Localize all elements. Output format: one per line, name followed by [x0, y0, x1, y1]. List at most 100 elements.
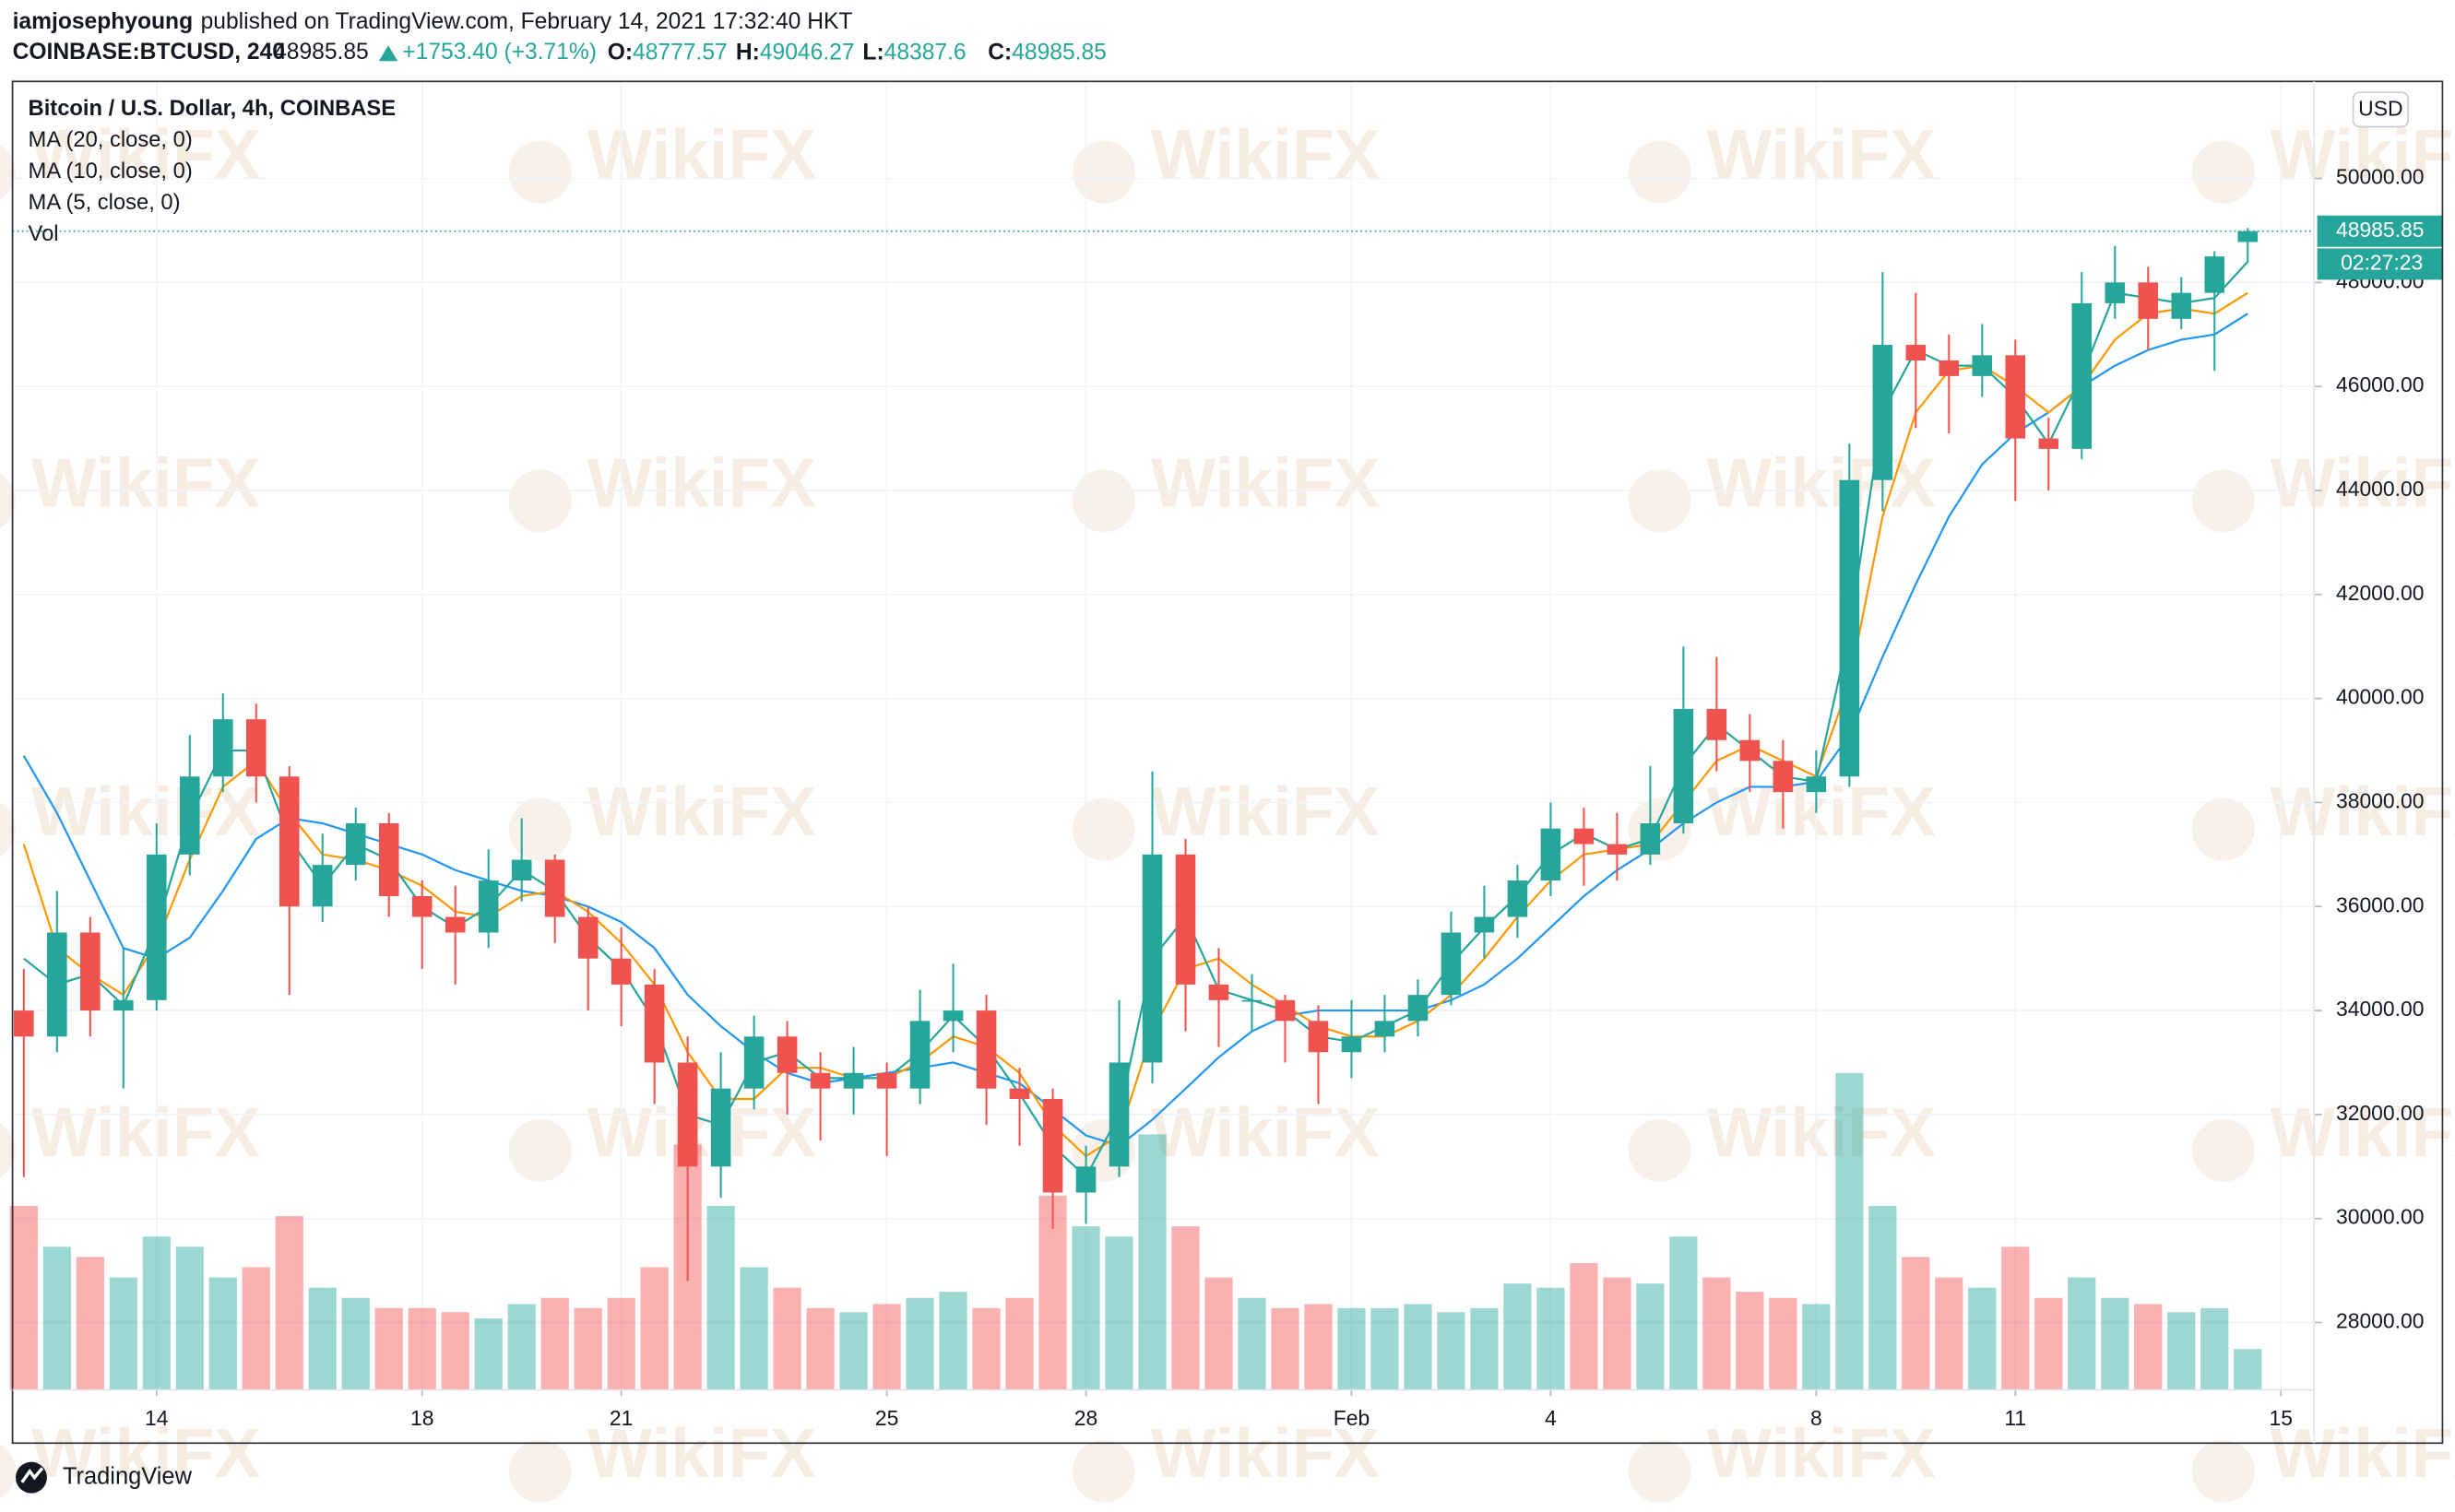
- x-tick-label: 21: [610, 1406, 633, 1430]
- candle-body: [644, 984, 665, 1063]
- watermark: WikiFX: [587, 1093, 816, 1171]
- currency-badge[interactable]: [2352, 91, 2409, 128]
- watermark: WikiFX: [1151, 1093, 1380, 1171]
- watermark: WikiFX: [2271, 1093, 2455, 1171]
- countdown-box: [2317, 248, 2443, 280]
- volume-bar: [1769, 1297, 1797, 1390]
- volume-bar: [2134, 1304, 2163, 1390]
- symbol: COINBASE:BTCUSD, 240: [13, 40, 285, 65]
- watermark-logo: [1628, 469, 1691, 533]
- candle-body: [146, 854, 167, 1000]
- y-tick-label: 38000.00: [2336, 788, 2425, 812]
- currency[interactable]: USD: [2358, 97, 2402, 121]
- last-price: 48985.85: [274, 40, 369, 65]
- candle-body: [1441, 932, 1462, 996]
- volume-bar: [308, 1287, 337, 1390]
- watermark-logo: [508, 1439, 572, 1503]
- volume-bar: [1138, 1134, 1167, 1390]
- watermark-logo: [0, 802, 16, 857]
- candle-body: [1308, 1021, 1329, 1053]
- volume-bar: [640, 1267, 669, 1390]
- volume-bar: [1370, 1307, 1399, 1390]
- volume-bar: [142, 1236, 171, 1390]
- brand: TradingView: [63, 1463, 193, 1489]
- volume-bar: [109, 1277, 137, 1390]
- moving-averages: [22, 261, 2249, 1179]
- volume-bar: [2001, 1246, 2030, 1390]
- ohlc-high: H:49046.27: [736, 40, 855, 65]
- watermark: WikiFX: [1706, 443, 1935, 521]
- value: 48985.85: [1012, 40, 1107, 65]
- volume-bar: [740, 1267, 768, 1390]
- candle-body: [1142, 854, 1163, 1063]
- watermark: WikiFX: [31, 1093, 260, 1171]
- candle-body: [2038, 438, 2059, 449]
- volume-bar: [76, 1257, 104, 1390]
- chart-title: Bitcoin / U.S. Dollar, 4h, COINBASE: [29, 96, 397, 121]
- volume-bar: [1005, 1297, 1034, 1390]
- last-price-box: [2317, 215, 2443, 247]
- watermark-logo: [2191, 1439, 2255, 1503]
- volume-bar: [9, 1205, 38, 1390]
- volume-bar: [1072, 1226, 1100, 1390]
- candle-body: [345, 823, 366, 866]
- volume-bar: [607, 1297, 635, 1390]
- x-tick-label: 18: [410, 1406, 433, 1430]
- volume-bar: [2034, 1297, 2063, 1390]
- candle-body: [876, 1072, 897, 1089]
- watermark-logo: [1628, 140, 1691, 204]
- volume-bar: [574, 1307, 602, 1390]
- watermark-logo: [2191, 797, 2255, 861]
- candles: [14, 228, 2259, 1282]
- candle-body: [2237, 230, 2259, 242]
- candle-body: [1407, 995, 1429, 1022]
- candle-body: [1607, 844, 1628, 855]
- candle-body: [1175, 854, 1196, 985]
- ma-line: [23, 261, 2249, 1179]
- volume-bar: [2101, 1297, 2129, 1390]
- last-price-label: 48985.85: [2336, 218, 2425, 242]
- candle-body: [1972, 355, 1993, 376]
- volume-bar: [1868, 1205, 1897, 1390]
- volume-bar: [275, 1216, 303, 1390]
- volume-bar: [1702, 1277, 1731, 1390]
- watermark-logo: [0, 1123, 16, 1178]
- watermark: WikiFX: [31, 1414, 260, 1492]
- candle-body: [1673, 708, 1694, 824]
- candle-body: [478, 880, 499, 933]
- x-tick-label: 14: [145, 1406, 169, 1430]
- x-tick-label: 8: [1810, 1406, 1822, 1430]
- watermark: WikiFX: [587, 773, 816, 850]
- watermark-logo: [0, 1444, 16, 1499]
- y-tick-label: 32000.00: [2336, 1101, 2425, 1125]
- volume-bar: [540, 1297, 569, 1390]
- volume-bar: [1105, 1236, 1133, 1390]
- legend-entry: Vol: [29, 221, 59, 246]
- candle-body: [611, 958, 632, 985]
- watermark-logo: [1072, 1439, 1135, 1503]
- candle-body: [577, 916, 599, 959]
- candle-body: [2138, 282, 2159, 319]
- value: 49046.27: [760, 40, 855, 65]
- volume: [9, 1072, 2262, 1390]
- label: C:: [988, 40, 1012, 65]
- watermark-logo: [508, 469, 572, 533]
- volume-bar: [374, 1307, 403, 1390]
- y-tick-label: 46000.00: [2336, 372, 2425, 396]
- watermark-logo: [508, 140, 572, 204]
- volume-bar: [806, 1307, 835, 1390]
- candle-body: [1275, 999, 1296, 1022]
- watermark: WikiFX: [1706, 115, 1935, 193]
- y-tick-label: 40000.00: [2336, 685, 2425, 709]
- volume-bar: [1304, 1304, 1333, 1390]
- axes: 28000.00 30000.00 32000.00 34000.00 36000.00…: [12, 165, 2443, 1430]
- candle-body: [80, 932, 101, 1011]
- ohlc-open: O:48777.57: [608, 40, 728, 65]
- x-tick-label: 4: [1545, 1406, 1557, 1430]
- ohlc-close: C:48985.85: [988, 40, 1107, 65]
- x-tick-label: Feb: [1334, 1406, 1370, 1430]
- candle-body: [2105, 282, 2126, 303]
- watermark-logo: [1072, 469, 1135, 533]
- volume-bar: [474, 1317, 503, 1390]
- volume-bar: [839, 1312, 868, 1390]
